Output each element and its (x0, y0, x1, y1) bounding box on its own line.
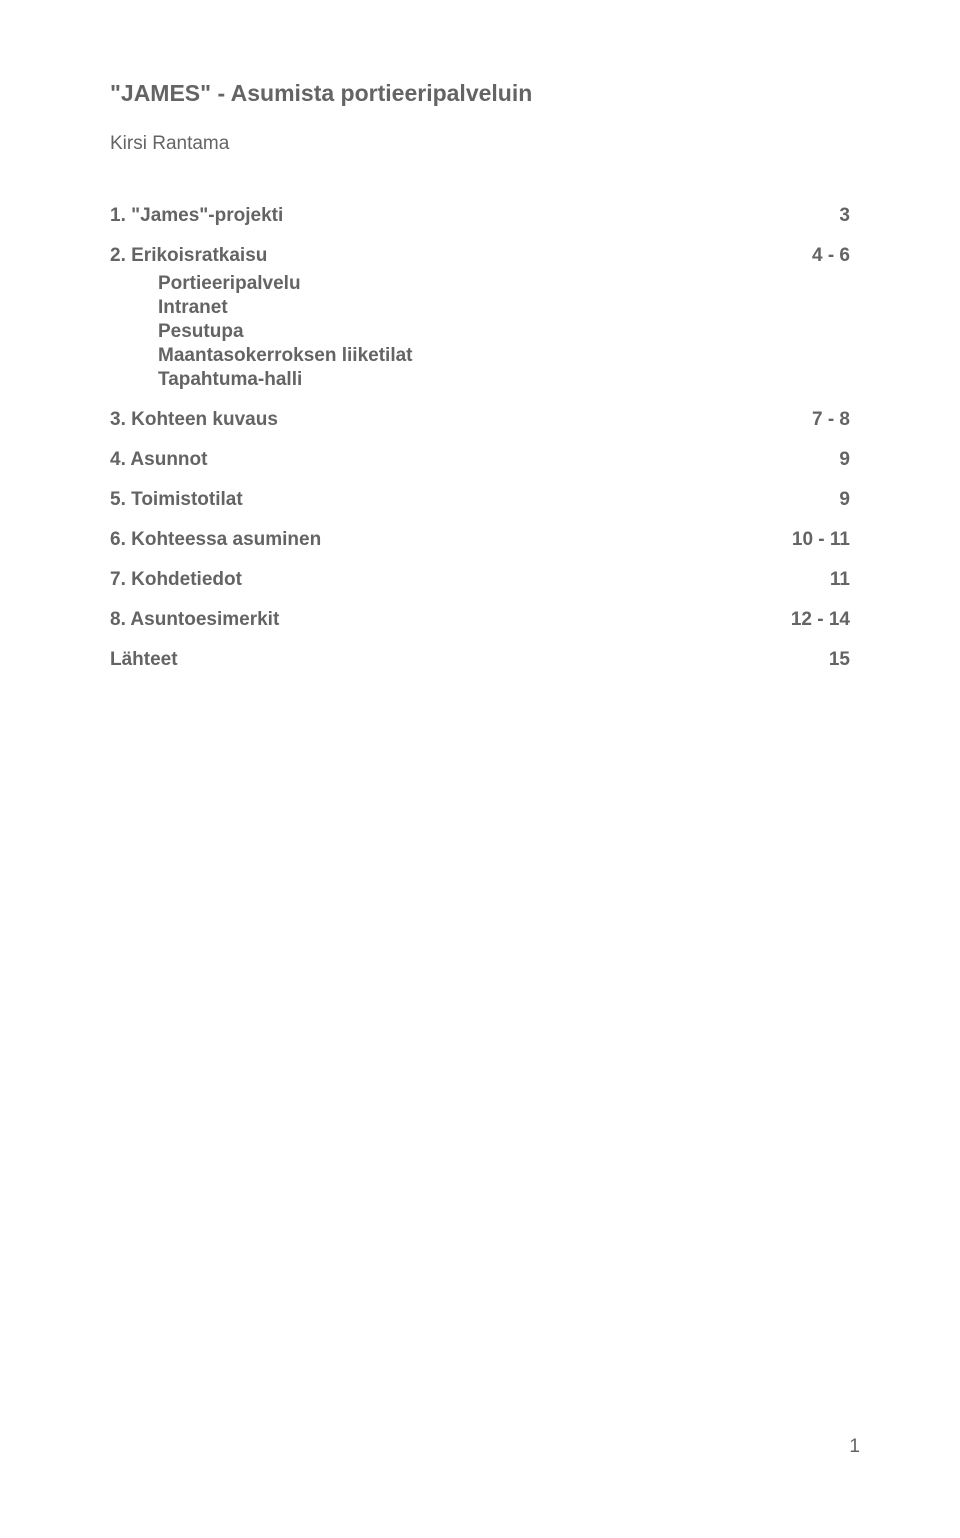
toc-page: 9 (839, 489, 850, 511)
toc-entry: 4. Asunnot 9 (110, 449, 850, 471)
toc-label: 4. Asunnot (110, 449, 207, 471)
toc-label: 6. Kohteessa asuminen (110, 529, 321, 551)
page-number: 1 (849, 1436, 860, 1458)
toc-entry: 1. "James"-projekti 3 (110, 205, 850, 227)
toc-entry: 8. Asuntoesimerkit 12 - 14 (110, 609, 850, 631)
toc-page: 11 (830, 569, 850, 591)
toc-label: 2. Erikoisratkaisu (110, 245, 267, 267)
toc-page: 9 (839, 449, 850, 471)
toc-page: 10 - 11 (792, 529, 850, 551)
toc-entry: 5. Toimistotilat 9 (110, 489, 850, 511)
document-author: Kirsi Rantama (110, 133, 850, 155)
toc-label: 3. Kohteen kuvaus (110, 409, 278, 431)
toc-label: 5. Toimistotilat (110, 489, 243, 511)
table-of-contents: 1. "James"-projekti 3 2. Erikoisratkaisu… (110, 205, 850, 671)
toc-label: Lähteet (110, 649, 178, 671)
toc-label: 8. Asuntoesimerkit (110, 609, 279, 631)
toc-label: 7. Kohdetiedot (110, 569, 242, 591)
document-title: "JAMES" - Asumista portieeripalveluin (110, 80, 850, 107)
toc-subitem: Maantasokerroksen liiketilat (158, 345, 850, 367)
document-page: "JAMES" - Asumista portieeripalveluin Ki… (0, 0, 960, 671)
toc-subitem: Pesutupa (158, 321, 850, 343)
toc-page: 7 - 8 (812, 409, 850, 431)
toc-page: 15 (829, 649, 850, 671)
toc-subitems: Portieeripalvelu Intranet Pesutupa Maant… (158, 273, 850, 391)
toc-page: 3 (839, 205, 850, 227)
toc-subitem: Portieeripalvelu (158, 273, 850, 295)
toc-entry: 7. Kohdetiedot 11 (110, 569, 850, 591)
toc-subitem: Intranet (158, 297, 850, 319)
toc-subitem: Tapahtuma-halli (158, 369, 850, 391)
toc-page: 12 - 14 (791, 609, 850, 631)
toc-entry: 6. Kohteessa asuminen 10 - 11 (110, 529, 850, 551)
toc-label: 1. "James"-projekti (110, 205, 283, 227)
toc-entry: 2. Erikoisratkaisu 4 - 6 Portieeripalvel… (110, 245, 850, 391)
toc-entry: 3. Kohteen kuvaus 7 - 8 (110, 409, 850, 431)
toc-entry: Lähteet 15 (110, 649, 850, 671)
toc-page: 4 - 6 (812, 245, 850, 267)
